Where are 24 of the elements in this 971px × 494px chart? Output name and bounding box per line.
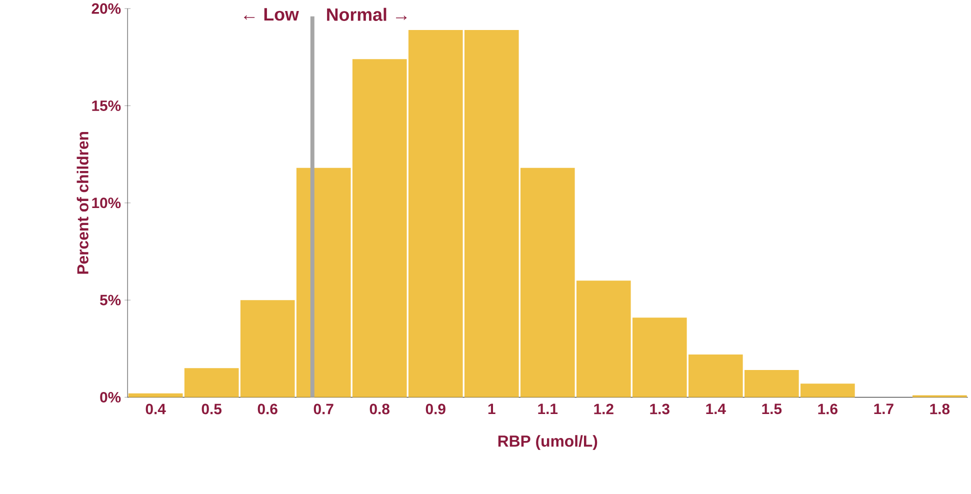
- x-tick-label: 0.4: [146, 404, 166, 414]
- x-tick-label: 1.5: [762, 404, 782, 414]
- y-tick-label: 5%: [100, 294, 121, 306]
- x-tick-label: 1.8: [930, 404, 950, 414]
- x-tick-label: 0.7: [314, 404, 334, 414]
- x-tick-label: 1: [488, 404, 496, 414]
- x-tick-label: 1.2: [594, 404, 614, 414]
- x-tick-label: 1.3: [650, 404, 670, 414]
- annotation: ← Low: [244, 8, 299, 21]
- x-tick-label: 1.6: [818, 404, 838, 414]
- annotation: Normal →: [327, 8, 407, 22]
- x-tick-label: 0.5: [202, 404, 222, 414]
- x-tick-label: 1.4: [706, 404, 726, 414]
- y-axis-title: Percent of children: [76, 132, 88, 274]
- x-axis-title: RBP (umol/L): [498, 435, 598, 450]
- x-tick-label: 0.8: [370, 404, 390, 414]
- x-tick-label: 0.9: [426, 404, 446, 414]
- y-tick-label: 15%: [92, 100, 121, 112]
- y-tick-label: 20%: [92, 3, 121, 14]
- y-tick-label: 10%: [92, 198, 121, 208]
- x-tick-label: 1.1: [538, 404, 558, 414]
- y-tick-label: 0%: [100, 392, 121, 403]
- x-tick-label: 1.7: [874, 404, 894, 414]
- x-tick-label: 0.6: [258, 404, 278, 414]
